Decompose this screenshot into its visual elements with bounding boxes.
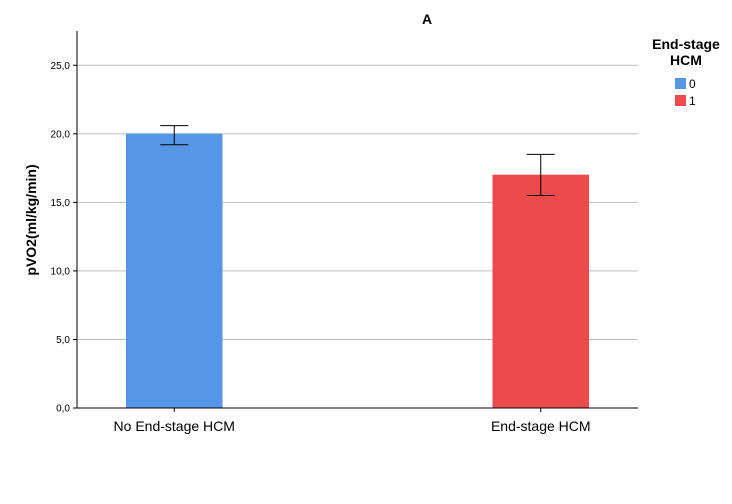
y-tick-label: 10,0 (51, 266, 71, 277)
y-tick-label: 25,0 (51, 61, 71, 72)
legend-swatch (675, 95, 686, 106)
legend-label: 0 (689, 77, 696, 91)
legend-title: HCM (670, 52, 702, 68)
chart-title: A (422, 11, 432, 27)
y-ticks: 0,0 5,0 10,0 15,0 20,0 25,0 (51, 61, 77, 415)
y-axis-label: pVO2(ml/kg/min) (23, 164, 39, 275)
y-tick-label: 5,0 (56, 335, 70, 346)
error-bars (160, 125, 555, 197)
legend-title: End-stage (652, 36, 720, 52)
y-tick-label: 15,0 (51, 198, 71, 209)
bar (126, 133, 223, 409)
x-ticks: No End-stage HCM End-stage HCM (114, 408, 591, 434)
y-tick-label: 0,0 (56, 404, 70, 415)
legend-label: 1 (689, 94, 696, 108)
bars (126, 133, 589, 409)
axes (76, 31, 638, 409)
legend-swatch (675, 78, 686, 89)
bar (492, 174, 589, 409)
x-tick-label: No End-stage HCM (114, 418, 235, 434)
x-tick-label: End-stage HCM (491, 418, 591, 434)
y-tick-label: 20,0 (51, 129, 71, 140)
